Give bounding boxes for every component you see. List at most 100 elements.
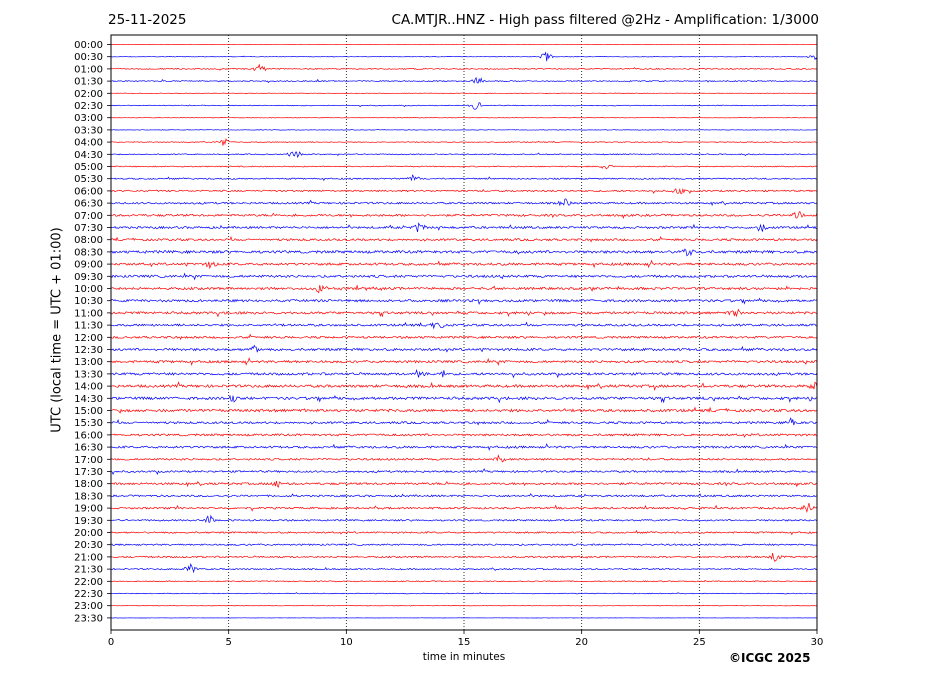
y-tick-label: 01:00 [74,64,103,75]
x-tick-label: 20 [575,637,588,648]
y-tick-label: 08:00 [74,235,103,246]
x-tick-label: 10 [340,637,353,648]
trace-1700 [110,454,818,463]
trace-2130 [110,562,818,574]
trace-0600 [110,187,818,194]
trace-1000 [110,284,818,294]
x-axis-label: time in minutes [422,651,506,663]
x-tick-label: 15 [458,637,471,648]
trace-0330 [110,129,818,131]
y-tick-label: 16:30 [74,443,103,454]
y-tick-label: 22:30 [74,589,103,600]
plot-title: CA.MTJR..HNZ - High pass filtered @2Hz -… [391,12,819,28]
y-tick-label: 21:00 [74,552,103,563]
y-tick-label: 23:30 [74,613,103,624]
y-tick-label: 17:30 [74,467,103,478]
y-tick-label: 21:30 [74,565,103,576]
y-tick-label: 05:30 [74,174,103,185]
trace-0900 [110,259,818,270]
y-tick-label: 12:30 [74,345,103,356]
trace-0430 [110,151,818,158]
y-tick-label: 09:00 [74,260,103,271]
y-tick-label: 00:30 [74,52,103,63]
y-tick-label: 06:30 [74,199,103,210]
y-tick-label: 02:30 [74,101,103,112]
y-tick-label: 07:00 [74,211,103,222]
y-tick-label: 04:00 [74,138,103,149]
trace-0500 [110,164,818,170]
trace-2300 [110,604,818,607]
trace-0930 [110,272,818,281]
trace-1730 [110,468,818,476]
trace-0830 [110,248,818,257]
y-tick-label: 15:00 [74,406,103,417]
trace-0730 [110,222,818,233]
y-tick-label: 19:00 [74,504,103,515]
trace-1530 [110,416,818,426]
x-tick-label: 0 [108,637,114,648]
y-tick-label: 05:00 [74,162,103,173]
y-tick-label: 02:00 [74,89,103,100]
y-tick-label: 12:00 [74,333,103,344]
trace-0130 [110,76,818,84]
y-tick-label: 16:00 [74,430,103,441]
y-tick-label: 13:30 [74,369,103,380]
trace-1130 [110,321,818,330]
y-tick-label: 10:30 [74,296,103,307]
y-tick-label: 14:00 [74,382,103,393]
y-tick-label: 18:00 [74,479,103,490]
trace-0400 [110,138,818,146]
y-tick-label: 01:30 [74,77,103,88]
y-tick-label: 19:30 [74,516,103,527]
y-tick-label: 23:00 [74,601,103,612]
trace-2100 [110,552,818,562]
trace-1430 [110,394,818,404]
trace-0530 [110,174,818,182]
y-tick-label: 06:00 [74,186,103,197]
trace-1630 [110,443,818,451]
y-tick-label: 07:30 [74,223,103,234]
y-tick-label: 13:00 [74,357,103,368]
x-tick-label: 5 [225,637,231,648]
trace-1330 [110,368,818,379]
trace-1930 [110,514,818,523]
trace-0800 [110,235,818,243]
trace-0030 [110,51,818,62]
copyright-label: ©ICGC 2025 [729,651,811,665]
trace-0300 [110,116,818,119]
trace-1030 [110,297,818,305]
trace-0630 [111,198,818,207]
trace-0230 [110,102,818,110]
trace-1600 [110,433,818,438]
trace-2030 [110,543,818,547]
y-tick-label: 09:30 [74,272,103,283]
y-tick-label: 10:00 [74,284,103,295]
trace-1100 [110,308,818,318]
y-tick-label: 22:00 [74,577,103,588]
y-tick-label: 11:30 [74,321,103,332]
y-tick-label: 14:30 [74,394,103,405]
trace-1400 [110,381,818,391]
y-axis-label: UTC (local time = UTC + 01:00) [49,227,65,433]
trace-1500 [110,406,818,414]
y-tick-label: 17:00 [74,455,103,466]
x-tick-label: 30 [811,637,824,648]
y-tick-label: 20:00 [74,528,103,539]
trace-1230 [110,344,818,353]
y-tick-label: 20:30 [74,540,103,551]
trace-1830 [110,493,818,498]
y-tick-label: 08:30 [74,247,103,258]
trace-1900 [110,503,818,514]
trace-2230 [110,591,818,595]
y-tick-label: 03:00 [74,113,103,124]
y-tick-label: 00:00 [74,40,103,51]
trace-2200 [110,579,818,583]
y-tick-label: 15:30 [74,418,103,429]
y-tick-label: 18:30 [74,491,103,502]
y-tick-label: 03:30 [74,125,103,136]
y-tick-label: 11:00 [74,308,103,319]
trace-0100 [110,63,818,72]
trace-0200 [110,92,818,94]
y-tick-label: 04:30 [74,150,103,161]
